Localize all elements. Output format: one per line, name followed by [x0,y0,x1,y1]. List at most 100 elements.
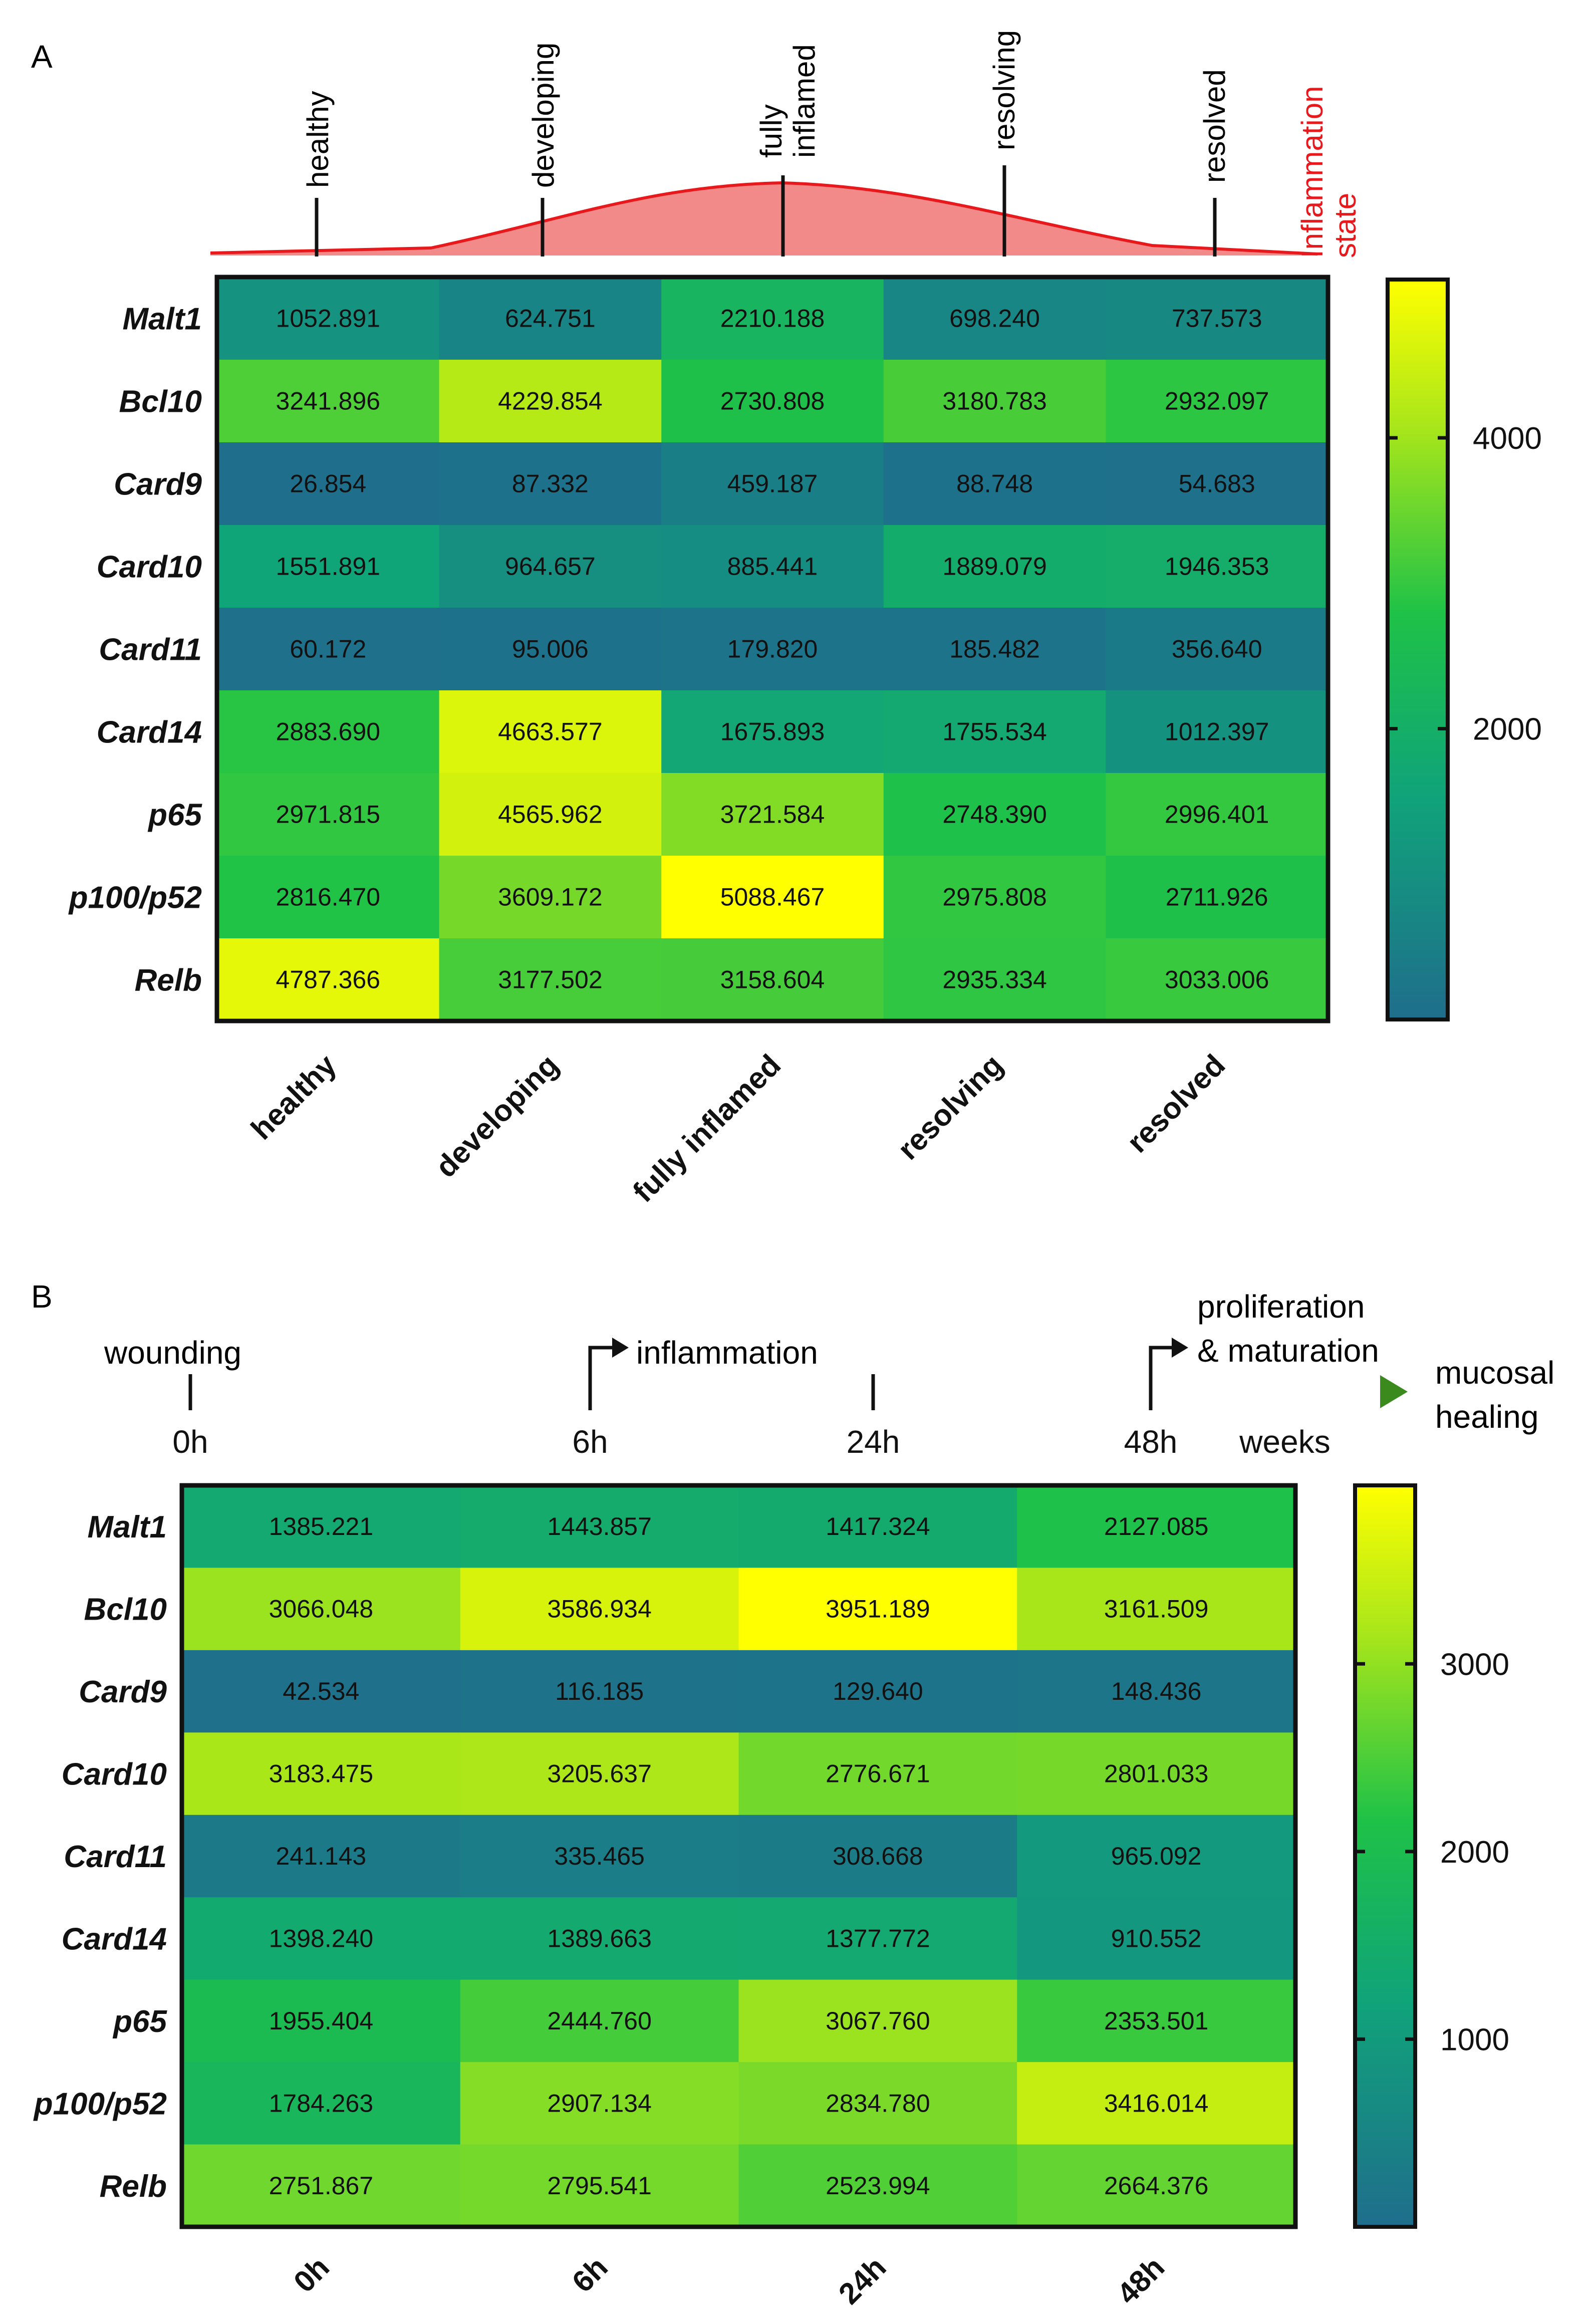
heatmap-b-cell-value: 2444.760 [547,2007,652,2035]
heatmap-a-row-label: Card14 [97,715,202,750]
heatmap-a-cell [883,773,1106,856]
heatmap-a-cell [217,360,440,443]
heatmap-a-column-label: developing [429,1048,565,1184]
heatmap-b-cell [182,1897,461,1980]
heatmap-b-cell-value: 3205.637 [547,1760,652,1788]
heatmap-b-cell [738,1485,1017,1568]
heatmap-b-row-label: Bcl10 [84,1593,167,1627]
heatmap-a-cell [1106,608,1328,691]
heatmap-a-cell [1106,856,1328,939]
heatmap-b-cell-value: 2801.033 [1104,1760,1209,1788]
heatmap-a-cell [1106,442,1328,526]
heatmap-a-column-label: resolving [891,1048,1009,1166]
heatmap-b-cell-value: 3586.934 [547,1595,652,1623]
heatmap-b-cell [738,1979,1017,2063]
heatmap-a-cell-value: 2730.808 [720,387,825,415]
heatmap-a-column-label: healthy [244,1048,343,1146]
heatmap-b-cell-value: 2751.867 [269,2172,374,2200]
heatmap-b-cell-value: 2795.541 [547,2172,652,2200]
state-markers [315,165,1217,256]
heatmap-a-cell-value: 2816.470 [276,883,381,911]
inflammation-arrow [588,1346,614,1383]
heatmap-b-row-label: Relb [100,2169,167,2204]
heatmap-b-cell-value: 129.640 [833,1677,923,1705]
heatmap-b-row-label: Card10 [62,1757,167,1792]
heatmap-a-cell-value: 3033.006 [1165,966,1269,994]
heatmap-a-cell-value: 2996.401 [1165,801,1269,829]
heatmap-a-row-label: Card9 [114,467,202,502]
heatmap-b-row-label: Card11 [64,1840,167,1874]
heatmap-a-cell-value: 1946.353 [1165,553,1269,581]
heatmap-a: 1052.891 624.751 2210.188 698.240 737.573 324… [217,277,1328,1021]
colorbar-b-tick-label: 3000 [1440,1647,1509,1682]
heatmap-a-cell-value: 356.640 [1172,635,1262,663]
heatmap-b-cell [1017,1732,1296,1816]
heatmap-a-cell-value: 4565.962 [498,801,603,829]
heatmap-b-column-label: 0h [287,2250,336,2299]
heatmap-b-cell-value: 2523.994 [826,2172,930,2200]
heatmap-a-cell [1106,773,1328,856]
heatmap-b-cell-value: 1398.240 [269,1924,374,1952]
proliferation-label: proliferation [1197,1288,1365,1325]
heatmap-a-cell [439,690,662,774]
heatmap-a-cell-value: 1551.891 [276,553,381,581]
heatmap-a-cell-value: 1755.534 [942,718,1047,746]
heatmap-b-cell [460,2062,739,2145]
heatmap-b-cell [182,1732,461,1816]
heatmap-b-cell-value: 1955.404 [269,2007,374,2035]
heatmap-a-cell-value: 1675.893 [720,718,825,746]
inflammation-arrowhead [612,1338,629,1358]
heatmap-b-cell [1017,1650,1296,1733]
heatmap-b-cell-value: 2907.134 [547,2089,652,2117]
heatmap-b-cell-value: 1377.772 [826,1924,930,1952]
heatmap-a-cell [217,856,440,939]
heatmap-a-cell [217,773,440,856]
heatmap-a-cell-value: 26.854 [290,470,366,498]
colorbar-a-tick-label: 4000 [1473,421,1542,456]
heatmap-b-row-label: Malt1 [88,1510,167,1544]
heatmap-a-cell-value: 2210.188 [720,305,825,333]
heatmap-a-cell-value: 88.748 [956,470,1033,498]
heatmap-b-cell-value: 148.436 [1111,1677,1202,1705]
timeline-tick-label: 0h [172,1424,208,1460]
heatmap-a-cell [439,442,662,526]
heatmap-a-cell-value: 2935.334 [942,966,1047,994]
heatmap-a-cell [883,608,1106,691]
heatmap-b-cell-value: 1417.324 [826,1512,930,1540]
heatmap-b-cell-value: 3067.760 [826,2007,930,2035]
heatmap-b-cell [738,1897,1017,1980]
heatmap-b-cell [460,1732,739,1816]
heatmap-a-cell [217,277,440,360]
heatmap-a-cell-value: 54.683 [1179,470,1255,498]
state-label-resolving: resolving [987,30,1021,150]
heatmap-b-cell-value: 308.668 [833,1842,923,1870]
heatmap-a-row-label: Card10 [97,550,202,585]
heatmap-a-cell [439,856,662,939]
wounding-label: wounding [104,1335,241,1371]
inflammation-curve [210,183,1317,255]
heatmap-a-cell-value: 4787.366 [276,966,381,994]
heatmap-a-cell [1106,277,1328,360]
heatmap-b-frame [179,1483,1298,2229]
heatmap-b-column-label: 48h [1111,2250,1171,2310]
heatmap-b-cell [182,1568,461,1651]
heatmap-b-cell [182,2062,461,2145]
heatmap-a-cell [661,608,884,691]
colorbar-a [1386,278,1450,1021]
heatmap-a-row-label: p65 [147,798,202,833]
heatmap-b-cell-value: 42.534 [283,1677,359,1705]
heatmap-a-row-label: Card11 [99,633,202,667]
heatmap-b-cell [1017,1568,1296,1651]
heatmap-a-cell-value: 95.006 [512,635,589,663]
heatmap-a-cell [439,277,662,360]
heatmap-b-cell [460,1979,739,2063]
heatmap-a-frame [214,275,1331,1023]
row-labels-b: Malt1 Bcl10 Card9 Card10 Card11 Card14 p65 p100… [33,1510,168,2204]
heatmap-b-cell-value: 1385.221 [269,1512,374,1540]
inflammation-state-label: Inflammationstate [1295,86,1362,258]
heatmap-a-cell-value: 1012.397 [1165,718,1269,746]
heatmap-b-cell [460,1815,739,1898]
heatmap-b-cell [182,1650,461,1733]
heatmap-a-cell [1106,360,1328,443]
heatmap-b-cell-value: 3066.048 [269,1595,374,1623]
